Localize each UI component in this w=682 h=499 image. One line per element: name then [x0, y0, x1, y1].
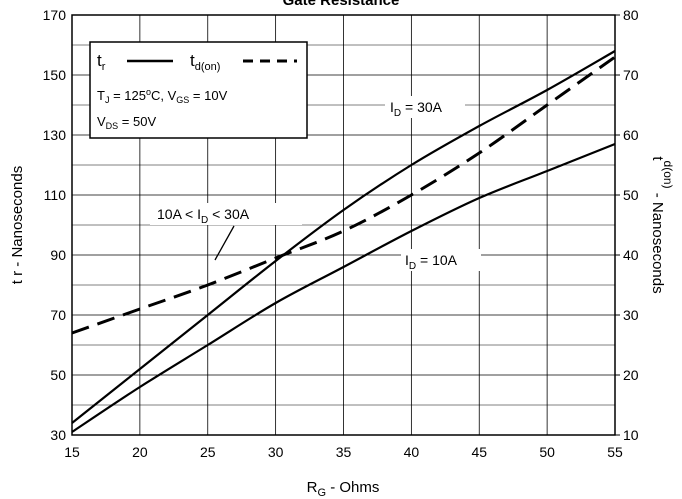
- x-tick-label: 40: [404, 444, 420, 460]
- x-tick-label: 55: [607, 444, 623, 460]
- series-line-3: [71, 55, 616, 335]
- annotation-idrange-bg: [150, 203, 302, 225]
- legend: tr td(on) TJ = 125oC, VGS = 10V VDS = 50…: [89, 41, 308, 139]
- y-left-tick-label: 90: [50, 247, 66, 263]
- y-left-tick-label: 110: [44, 187, 67, 203]
- annotation-idrange-text: 10A < ID < 30A: [157, 206, 250, 226]
- series-line-1: [71, 50, 616, 424]
- x-tick-label: 50: [539, 444, 555, 460]
- annotation-id30-text: ID = 30A: [390, 99, 443, 119]
- annotation-idrange-pointer: [214, 225, 235, 261]
- y-left-tick-label: 150: [43, 67, 67, 83]
- annotation-idrange: 10A < ID < 30A: [150, 203, 302, 261]
- y-axis-left-title: t r - Nanoseconds: [9, 166, 26, 284]
- x-tick-label: 15: [64, 444, 80, 460]
- y-right-tick-label: 40: [623, 247, 639, 263]
- y-left-tick-label: 50: [50, 367, 66, 383]
- tick-labels: 15 20 25 30 35 40 45 50 55 30 50 70 90 110 130 150 170 10…: [43, 7, 639, 460]
- legend-box: [89, 41, 308, 139]
- series-layer: [71, 50, 616, 433]
- chart-title: Gate Resistance: [283, 0, 400, 9]
- series-line-2: [71, 142, 616, 433]
- y-right-tick-label: 70: [623, 67, 639, 83]
- annotation-id10-text: ID = 10A: [405, 252, 458, 272]
- legend-condition-1: TJ = 125oC, VGS = 10V: [97, 87, 228, 105]
- legend-td-label: td(on): [190, 51, 220, 73]
- annotation-id10: ID = 10A: [401, 249, 481, 272]
- y-left-tick-label: 130: [43, 127, 67, 143]
- plot-frame: [71, 14, 616, 436]
- y-axis-right-title: td(on) - Nanoseconds: [649, 156, 675, 293]
- x-tick-label: 20: [132, 444, 148, 460]
- y-right-tick-label: 30: [623, 307, 639, 323]
- annotation-id30: ID = 30A: [385, 96, 465, 119]
- x-tick-label: 25: [200, 444, 216, 460]
- legend-tr-label: tr: [97, 51, 106, 73]
- y-right-tick-label: 80: [623, 7, 639, 23]
- x-axis-title: RG - Ohms: [307, 479, 380, 499]
- x-tick-label: 30: [268, 444, 284, 460]
- legend-condition-2: VDS = 50V: [97, 114, 156, 131]
- y-right-tick-label: 10: [623, 427, 639, 443]
- y-left-tick-label: 70: [50, 307, 66, 323]
- annotation-id10-bg: [401, 249, 481, 271]
- y-right-tick-label: 50: [623, 187, 639, 203]
- annotation-id30-bg: [385, 96, 465, 118]
- y-left-tick-label: 30: [50, 427, 66, 443]
- y-right-tick-label: 20: [623, 367, 639, 383]
- y-right-tick-label: 60: [623, 127, 639, 143]
- x-tick-label: 45: [471, 444, 487, 460]
- x-tick-label: 35: [336, 444, 352, 460]
- y-left-tick-label: 170: [43, 7, 67, 23]
